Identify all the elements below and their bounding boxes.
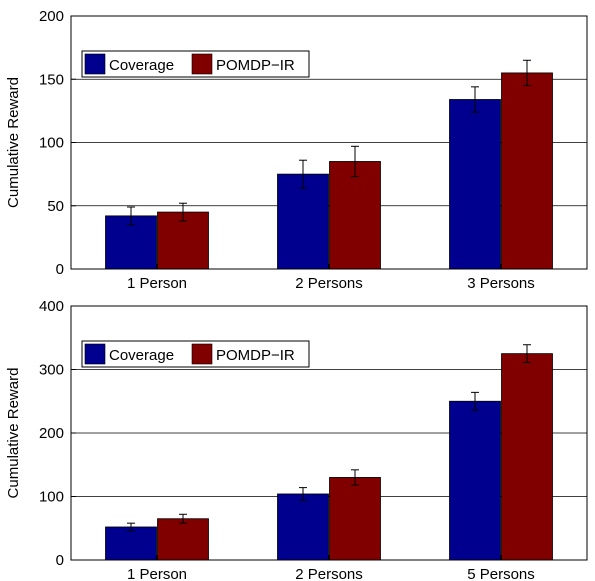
y-tick-label: 150 [39, 71, 64, 88]
y-tick-label: 0 [56, 552, 64, 569]
bar-coverage [449, 99, 501, 270]
y-tick-label: 200 [39, 8, 64, 25]
x-tick-label: 5 Persons [467, 566, 535, 581]
y-tick-label: 200 [39, 425, 64, 442]
bar-pomdp-ir [501, 72, 553, 270]
legend-label-coverage: Coverage [109, 347, 174, 364]
legend-label-coverage: Coverage [109, 57, 174, 74]
bar-coverage [277, 493, 329, 561]
legend-label-pomdp-ir: POMDP−IR [216, 57, 295, 74]
x-tick-label: 1 Person [127, 275, 187, 292]
legend-swatch-pomdp-ir [191, 343, 213, 365]
y-tick-label: 50 [47, 198, 64, 215]
bar-pomdp-ir [501, 353, 553, 561]
y-tick-label: 400 [39, 298, 64, 315]
bar-pomdp-ir [329, 161, 381, 270]
chart-top: 0 50 100 150 200 Cumulative Reward 1 Person 2 P… [5, 8, 588, 292]
y-axis-label: Cumulative Reward [5, 77, 22, 208]
legend-swatch-coverage [84, 343, 106, 365]
bar-pomdp-ir [157, 518, 209, 561]
legend-swatch-coverage [84, 53, 106, 75]
axes-frame [70, 15, 588, 270]
x-tick-label: 3 Persons [467, 275, 535, 292]
chart-bottom: 0 100 200 300 400 Cumulative Reward 1 Person 2 … [5, 298, 588, 581]
x-tick-label: 2 Persons [295, 566, 363, 581]
y-tick-label: 300 [39, 362, 64, 379]
bar-coverage [105, 526, 157, 561]
y-tick-label: 100 [39, 489, 64, 506]
x-tick-label: 1 Person [127, 566, 187, 581]
bar-pomdp-ir [157, 211, 209, 270]
y-axis-label: Cumulative Reward [5, 368, 22, 499]
legend-label-pomdp-ir: POMDP−IR [216, 347, 295, 364]
y-tick-label: 100 [39, 135, 64, 152]
y-tick-label: 0 [56, 261, 64, 278]
bar-coverage [449, 400, 501, 561]
x-tick-label: 2 Persons [295, 275, 363, 292]
bar-pomdp-ir [329, 477, 381, 561]
legend-swatch-pomdp-ir [191, 53, 213, 75]
axes-frame [70, 305, 588, 561]
